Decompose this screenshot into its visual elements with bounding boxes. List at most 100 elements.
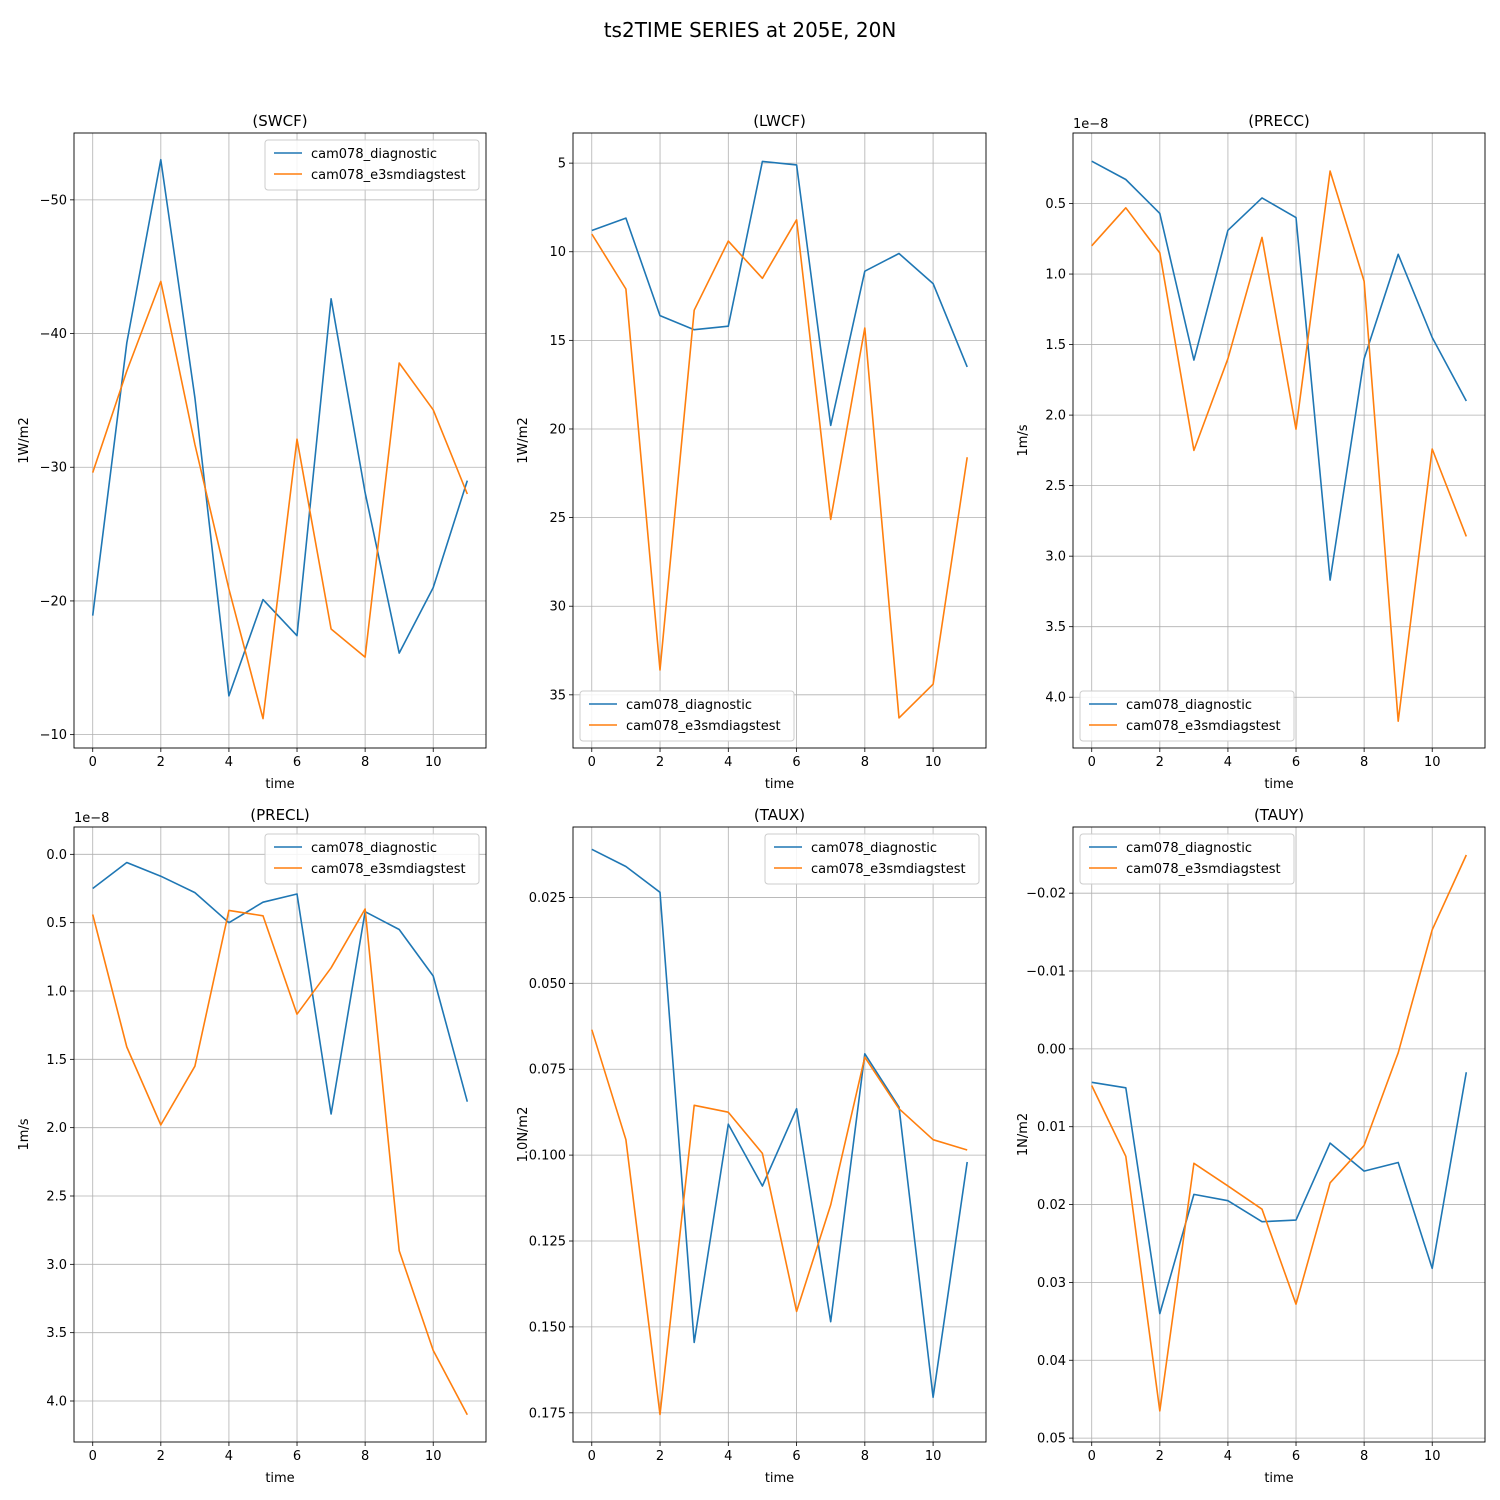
x-tick-label: 10 [1424, 1449, 1441, 1464]
series-line-2 [91, 280, 469, 720]
axes-frame [1072, 132, 1486, 749]
x-axis-label: time [265, 777, 294, 792]
x-tick-label: 8 [361, 1449, 369, 1464]
series-line-2 [591, 1029, 968, 1416]
axes-background [573, 133, 986, 748]
x-tick-label: 0 [1088, 755, 1096, 770]
series-line-2 [91, 908, 469, 1416]
legend: cam078_diagnostic cam078_e3smdiagstest [764, 833, 980, 885]
legend-label-2: cam078_e3smdiagstest [1126, 862, 1281, 877]
subplot-grid: 0 2 4 6 8 10 −50 −40 −30 −20 −10 (SWCF) time 1W/m2 cam… [17, 112, 1486, 1486]
legend-label-1: cam078_diagnostic [1126, 841, 1252, 856]
axes-frame [1072, 826, 1486, 1443]
legend-label-1: cam078_diagnostic [626, 698, 752, 713]
y-tick-label: 0.02 [1037, 1198, 1066, 1213]
legend: cam078_diagnostic cam078_e3smdiagstest [264, 139, 480, 191]
legend-box [1079, 690, 1295, 742]
legend: cam078_diagnostic cam078_e3smdiagstest [1079, 690, 1295, 742]
series-line-1 [92, 861, 469, 1115]
y-offset-text: 1e−8 [74, 811, 109, 826]
x-tick-label: 4 [225, 1449, 233, 1464]
y-tick-label: 3.0 [46, 1258, 67, 1273]
legend-box [1079, 833, 1295, 885]
x-tick-label: 6 [293, 755, 301, 770]
x-tick-label: 8 [861, 755, 869, 770]
y-tick-label: 4.0 [46, 1395, 67, 1410]
legend-label-1: cam078_diagnostic [1126, 698, 1252, 713]
y-tick-label: 0.075 [529, 1063, 566, 1078]
legend-box [764, 833, 980, 885]
y-tick-label: 0.025 [529, 891, 566, 906]
x-tick-label: 10 [425, 755, 442, 770]
x-tick-label: 6 [792, 755, 800, 770]
y-tick-label: 3.5 [1045, 620, 1066, 635]
x-tick-label: 0 [89, 755, 97, 770]
subplot-title: (LWCF) [753, 112, 806, 130]
x-tick-label: 2 [1156, 1449, 1164, 1464]
axes-background [74, 827, 486, 1442]
y-tick-label: 4.0 [1045, 691, 1066, 706]
y-tick-label: −20 [40, 594, 67, 609]
y-tick-label: 0.0 [46, 848, 67, 863]
subplot-4: 0 2 4 6 8 10 0.0 0.5 1.0 1.5 2.0 2.5 3.0 3.5 4.0 (PRECL… [17, 806, 487, 1486]
legend-label-2: cam078_e3smdiagstest [626, 719, 781, 734]
y-tick-label: 0.050 [529, 977, 566, 992]
y-axis-label: 1.0N/m2 [516, 1107, 531, 1163]
legend-label-1: cam078_diagnostic [311, 841, 437, 856]
y-axis-label: 1m/s [1016, 424, 1031, 456]
y-tick-label: 0.00 [1037, 1042, 1066, 1057]
legend: cam078_diagnostic cam078_e3smdiagstest [1079, 833, 1295, 885]
y-axis-label: 1W/m2 [516, 417, 531, 463]
y-tick-label: 2.0 [1045, 409, 1066, 424]
x-tick-label: 2 [656, 755, 664, 770]
axes-frame [572, 132, 987, 749]
x-tick-label: 0 [588, 1449, 596, 1464]
y-tick-label: 0.5 [1045, 197, 1066, 212]
y-tick-label: −30 [40, 461, 67, 476]
series-line-2 [591, 219, 968, 719]
figure-title: ts2TIME SERIES at 205E, 20N [604, 18, 897, 42]
legend: cam078_diagnostic cam078_e3smdiagstest [264, 833, 480, 885]
x-tick-label: 8 [361, 755, 369, 770]
axes-background [1073, 133, 1485, 748]
y-tick-label: 0.05 [1037, 1432, 1066, 1447]
y-tick-label: 25 [549, 511, 566, 526]
legend: cam078_diagnostic cam078_e3smdiagstest [579, 690, 795, 742]
subplot-1: 0 2 4 6 8 10 −50 −40 −30 −20 −10 (SWCF) time 1W/m2 cam… [17, 112, 487, 792]
y-tick-label: 30 [549, 600, 566, 615]
y-tick-label: 3.5 [46, 1326, 67, 1341]
subplot-5: 0 2 4 6 8 10 0.025 0.050 0.075 0.100 0.125 0.150 0.1… [516, 806, 987, 1486]
y-tick-label: −0.02 [1026, 887, 1066, 902]
x-tick-label: 10 [925, 755, 942, 770]
x-axis-label: time [1264, 777, 1293, 792]
series-line-2 [1090, 854, 1468, 1412]
y-axis-label: 1N/m2 [1016, 1113, 1031, 1156]
axes-background [74, 133, 486, 748]
x-tick-label: 6 [792, 1449, 800, 1464]
x-tick-label: 4 [724, 755, 732, 770]
x-tick-label: 4 [724, 1449, 732, 1464]
y-tick-label: 10 [549, 245, 566, 260]
y-tick-label: 0.01 [1037, 1120, 1066, 1135]
y-tick-label: 0.100 [529, 1149, 566, 1164]
x-tick-label: 10 [425, 1449, 442, 1464]
y-tick-label: −10 [40, 728, 67, 743]
y-tick-label: 0.04 [1037, 1354, 1066, 1369]
x-tick-label: 10 [1424, 755, 1441, 770]
legend-box [264, 833, 480, 885]
x-tick-label: 6 [1292, 1449, 1300, 1464]
x-tick-label: 2 [157, 755, 165, 770]
x-tick-label: 0 [89, 1449, 97, 1464]
y-tick-label: −40 [40, 327, 67, 342]
x-tick-label: 10 [925, 1449, 942, 1464]
series-line-1 [91, 158, 469, 697]
legend-label-1: cam078_diagnostic [311, 147, 437, 162]
axes-frame [572, 826, 987, 1443]
x-tick-label: 2 [656, 1449, 664, 1464]
x-tick-label: 0 [588, 755, 596, 770]
subplot-6: 0 2 4 6 8 10 −0.02 −0.01 0.00 0.01 0.02 0.03 0.04 0.0… [1016, 806, 1486, 1486]
y-tick-label: 2.5 [1045, 479, 1066, 494]
subplot-3: 0 2 4 6 8 10 0.5 1.0 1.5 2.0 2.5 3.0 3.5 4.0 (PRECC) ti… [1016, 112, 1486, 792]
y-tick-label: 5 [558, 157, 566, 172]
